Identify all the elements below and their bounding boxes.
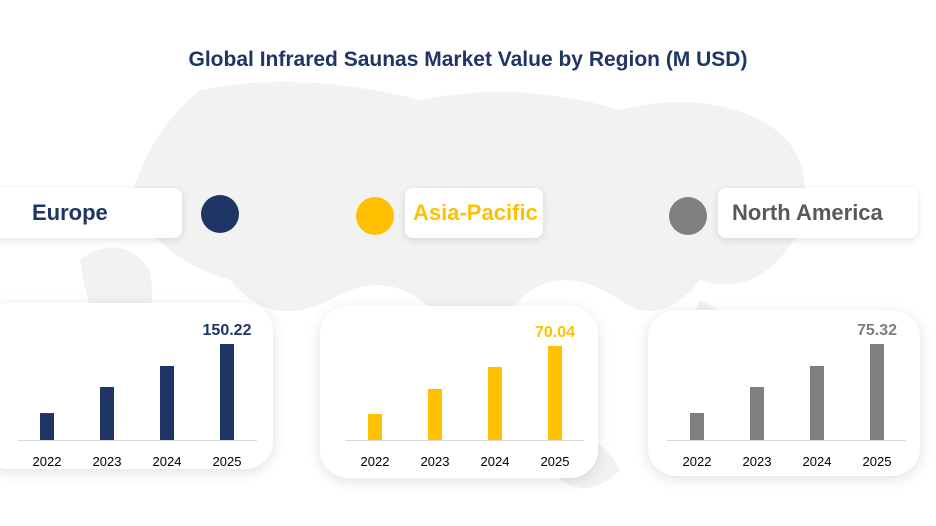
bar-2023 (750, 386, 764, 440)
data-label: 150.22 (203, 322, 252, 339)
bar-2025 (220, 344, 234, 440)
x-tick-label: 2024 (153, 454, 182, 469)
bar-2024 (810, 365, 824, 440)
bar-2025 (870, 344, 884, 440)
bar-2022 (368, 413, 382, 440)
x-tick-label: 2022 (33, 454, 62, 469)
bar-2023 (428, 389, 442, 440)
north-america-dot-icon (669, 197, 707, 235)
legend-north-america: North America (718, 188, 918, 238)
legend-europe: Europe (0, 188, 182, 238)
chart-title: Global Infrared Saunas Market Value by R… (188, 48, 748, 71)
x-tick-label: 2025 (213, 454, 242, 469)
europe-dot-icon (201, 195, 239, 233)
legend-asia-pacific: Asia-Pacific (405, 188, 543, 238)
data-label: 75.32 (857, 322, 897, 339)
asia-pacific-dot-icon (356, 197, 394, 235)
x-tick-label: 2025 (863, 454, 892, 469)
bar-2024 (488, 366, 502, 440)
bar-2023 (100, 387, 114, 440)
bar-2022 (690, 412, 704, 440)
x-tick-label: 2023 (743, 454, 772, 469)
x-tick-label: 2023 (421, 454, 450, 469)
legend-label: Europe (32, 200, 108, 225)
bar-2025 (548, 346, 562, 440)
bar-2024 (160, 365, 174, 440)
x-tick-label: 2024 (803, 454, 832, 469)
x-tick-label: 2022 (683, 454, 712, 469)
bar-2022 (40, 413, 54, 440)
x-tick-label: 2022 (361, 454, 390, 469)
x-tick-label: 2025 (541, 454, 570, 469)
x-tick-label: 2024 (481, 454, 510, 469)
legend-label: North America (732, 200, 883, 225)
x-tick-label: 2023 (93, 454, 122, 469)
legend-label: Asia-Pacific (413, 200, 538, 225)
data-label: 70.04 (535, 324, 575, 341)
